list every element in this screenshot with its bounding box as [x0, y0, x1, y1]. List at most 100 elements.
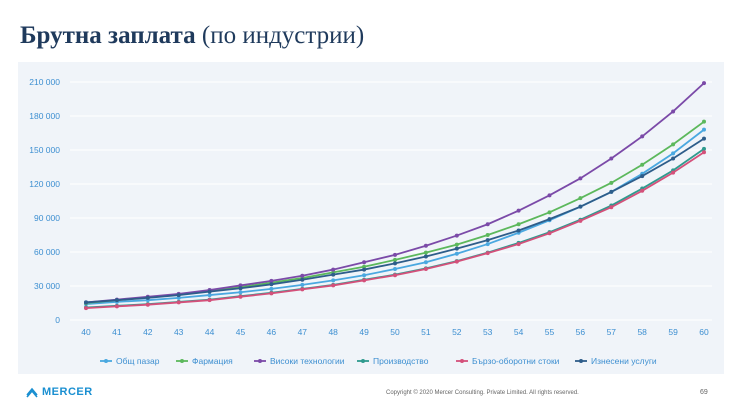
data-point: [454, 233, 459, 238]
series-line: [85, 128, 705, 306]
data-point: [362, 260, 367, 265]
x-tick-label: 56: [576, 327, 586, 337]
x-tick-label: 44: [205, 327, 215, 337]
data-point: [640, 162, 645, 167]
x-tick-label: 52: [452, 327, 462, 337]
y-tick-label: 0: [55, 315, 60, 325]
data-point: [393, 261, 397, 266]
data-point: [300, 273, 305, 278]
data-point: [640, 188, 645, 193]
data-point: [114, 304, 119, 309]
x-tick-label: 40: [81, 327, 91, 337]
legend-label: Бързо-оборотни стоки: [472, 356, 560, 366]
data-point: [423, 254, 428, 259]
data-point: [702, 127, 706, 132]
data-point: [671, 156, 676, 161]
data-point: [238, 286, 243, 291]
data-point: [331, 278, 336, 283]
data-point: [269, 282, 274, 287]
series-line: [85, 148, 705, 309]
data-point: [145, 302, 150, 307]
data-point: [640, 174, 645, 179]
data-point: [331, 267, 336, 272]
data-point: [547, 231, 552, 236]
x-tick-label: 57: [607, 327, 617, 337]
x-tick-label: 42: [143, 327, 153, 337]
data-point: [238, 290, 243, 295]
page-title: Брутна заплата (по индустрии): [20, 22, 364, 50]
data-point: [145, 295, 150, 300]
y-tick-label: 60 000: [34, 247, 60, 257]
mercer-logo-icon: [26, 386, 38, 398]
x-tick-label: 48: [328, 327, 338, 337]
series-line: [85, 151, 705, 309]
data-point: [84, 300, 88, 305]
x-tick-label: 51: [421, 327, 431, 337]
data-point: [454, 259, 459, 264]
legend-marker: [180, 359, 184, 363]
y-tick-label: 30 000: [34, 281, 60, 291]
data-point: [578, 218, 583, 223]
page-number: 69: [700, 389, 708, 396]
data-point: [176, 293, 181, 298]
x-tick-label: 54: [514, 327, 524, 337]
y-tick-label: 210 000: [29, 77, 60, 87]
data-point: [331, 283, 336, 288]
x-tick-label: 50: [390, 327, 400, 337]
x-tick-label: 58: [637, 327, 647, 337]
data-point: [423, 243, 428, 248]
data-point: [300, 282, 305, 287]
data-point: [485, 238, 490, 243]
legend-marker: [361, 359, 365, 363]
data-point: [331, 272, 336, 277]
legend-label: Общ пазар: [116, 356, 160, 366]
data-point: [609, 189, 614, 194]
data-point: [176, 300, 181, 305]
data-point: [393, 273, 397, 278]
x-tick-label: 53: [483, 327, 493, 337]
data-point: [300, 287, 305, 292]
data-point: [362, 278, 367, 283]
data-point: [609, 205, 614, 210]
data-point: [516, 242, 521, 247]
data-point: [578, 204, 583, 209]
x-tick-label: 46: [267, 327, 277, 337]
data-point: [393, 252, 397, 257]
data-point: [238, 283, 243, 288]
data-point: [176, 295, 181, 300]
data-point: [702, 119, 706, 124]
data-point: [702, 81, 706, 86]
data-point: [485, 251, 490, 256]
data-point: [485, 242, 490, 247]
legend-marker: [104, 359, 108, 363]
data-point: [269, 286, 274, 291]
legend-marker: [460, 359, 464, 363]
legend-label: Високи технологии: [270, 356, 345, 366]
data-point: [454, 251, 459, 256]
y-tick-label: 120 000: [29, 179, 60, 189]
data-point: [84, 306, 88, 311]
data-point: [609, 180, 614, 185]
data-point: [362, 267, 367, 272]
data-point: [485, 222, 490, 227]
series-line: [85, 137, 705, 304]
data-point: [671, 151, 676, 156]
x-tick-label: 60: [699, 327, 709, 337]
data-point: [207, 289, 212, 294]
data-point: [207, 298, 212, 303]
legend-label: Фармация: [192, 356, 233, 366]
legend-label: Производство: [373, 356, 429, 366]
x-tick-label: 43: [174, 327, 184, 337]
data-point: [423, 267, 428, 271]
data-point: [454, 246, 459, 251]
data-point: [114, 298, 119, 303]
legend-label: Изнесени услуги: [591, 356, 657, 366]
data-point: [516, 228, 521, 233]
y-tick-label: 150 000: [29, 145, 60, 155]
data-point: [547, 210, 552, 215]
data-point: [238, 294, 243, 299]
y-tick-label: 90 000: [34, 213, 60, 223]
data-point: [393, 257, 397, 262]
data-point: [423, 260, 428, 265]
